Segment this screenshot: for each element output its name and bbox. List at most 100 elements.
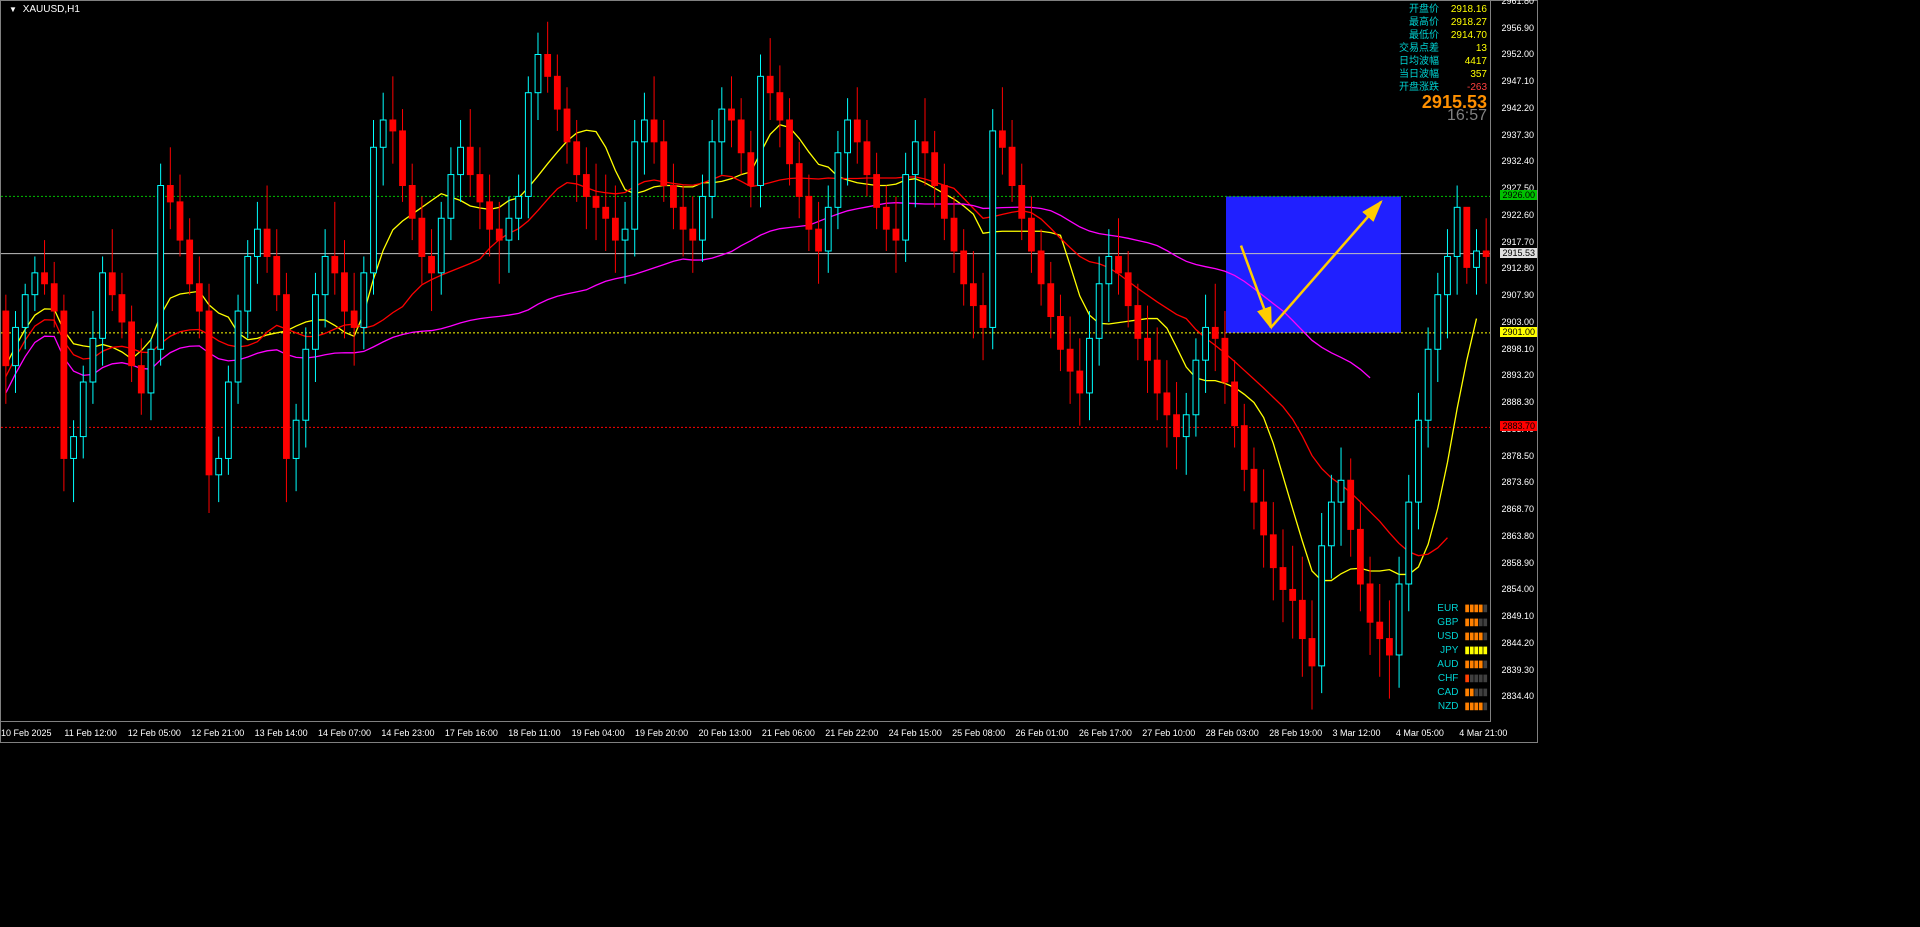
info-row: 最低价2914.70 xyxy=(1399,29,1487,42)
candle-body xyxy=(941,186,947,219)
candle-body xyxy=(1154,360,1160,393)
candle-body xyxy=(700,196,706,240)
candle-body xyxy=(361,273,367,328)
candle-body xyxy=(1299,600,1305,638)
candle-body xyxy=(593,196,599,207)
candle-body xyxy=(1145,338,1151,360)
time-tick: 11 Feb 12:00 xyxy=(64,728,116,738)
price-tick: 2888.30 xyxy=(1501,397,1534,407)
candle-body xyxy=(632,142,638,229)
time-tick: 18 Feb 11:00 xyxy=(508,728,560,738)
candle-body xyxy=(264,229,270,256)
candle-body xyxy=(1396,584,1402,655)
time-tick: 20 Feb 13:00 xyxy=(698,728,751,738)
price-tick: 2907.90 xyxy=(1501,290,1534,300)
candle-body xyxy=(138,366,144,393)
candle-body xyxy=(738,120,744,153)
time-tick: 27 Feb 10:00 xyxy=(1142,728,1195,738)
candle-body xyxy=(835,153,841,208)
candle-body xyxy=(496,229,502,240)
candle-body xyxy=(980,306,986,328)
price-tick: 2863.80 xyxy=(1501,531,1534,541)
candle-body xyxy=(574,142,580,175)
time-tick: 17 Feb 16:00 xyxy=(445,728,498,738)
candle-body xyxy=(1241,426,1247,470)
price-level-tag: 2926.00 xyxy=(1500,190,1537,200)
candle-body xyxy=(1357,529,1363,584)
candle-body xyxy=(438,218,444,273)
candle-body xyxy=(1483,251,1489,256)
candle-body xyxy=(1135,306,1141,339)
candle-body xyxy=(506,218,512,240)
candle-body xyxy=(690,229,696,240)
price-tick: 2952.00 xyxy=(1501,49,1534,59)
candle-body xyxy=(1367,584,1373,622)
candle-body xyxy=(709,142,715,197)
candle-body xyxy=(758,76,764,185)
time-tick: 25 Feb 08:00 xyxy=(952,728,1005,738)
candle-body xyxy=(235,311,241,382)
candle-body xyxy=(583,175,589,197)
strength-row: AUD▮▮▮▮▮ xyxy=(1437,658,1487,672)
candle-body xyxy=(61,311,67,458)
candle-body xyxy=(245,256,251,311)
candle-body xyxy=(1290,589,1296,600)
candle-body xyxy=(970,284,976,306)
candle-body xyxy=(332,256,338,272)
time-tick: 26 Feb 17:00 xyxy=(1079,728,1132,738)
moving-average xyxy=(6,125,1477,581)
candle-body xyxy=(148,349,154,393)
candle-body xyxy=(554,76,560,109)
symbol-title: ▼ XAUUSD,H1 xyxy=(9,4,80,15)
candle-body xyxy=(1029,218,1035,251)
price-axis: 2961.802956.902952.002947.102942.202937.… xyxy=(1490,1,1537,721)
candle-body xyxy=(477,175,483,202)
chart-container: ▼ XAUUSD,H1 开盘价2918.16最高价2918.27最低价2914.… xyxy=(0,0,1538,743)
time-tick: 4 Mar 21:00 xyxy=(1459,728,1507,738)
candle-body xyxy=(932,153,938,186)
price-tick: 2849.10 xyxy=(1501,611,1534,621)
candle-body xyxy=(903,175,909,241)
candle-body xyxy=(1009,147,1015,185)
candle-body xyxy=(1464,207,1470,267)
dropdown-icon[interactable]: ▼ xyxy=(9,5,17,14)
candle-body xyxy=(1435,295,1441,350)
candle-body xyxy=(1280,568,1286,590)
candle-body xyxy=(380,120,386,147)
candle-body xyxy=(777,93,783,120)
price-tick: 2834.40 xyxy=(1501,691,1534,701)
candle-body xyxy=(187,240,193,284)
candle-body xyxy=(313,295,319,350)
candle-body xyxy=(806,196,812,229)
candle-body xyxy=(1038,251,1044,284)
candle-body xyxy=(429,256,435,272)
time-tick: 13 Feb 14:00 xyxy=(255,728,308,738)
candle-body xyxy=(1096,284,1102,339)
price-tick: 2903.00 xyxy=(1501,317,1534,327)
candle-body xyxy=(864,142,870,175)
candle-body xyxy=(671,186,677,208)
candle-body xyxy=(71,437,77,459)
candle-body xyxy=(1183,415,1189,437)
candle-body xyxy=(622,229,628,240)
candle-body xyxy=(1174,415,1180,437)
chart-plot-area[interactable] xyxy=(1,1,1491,721)
candle-body xyxy=(1338,480,1344,502)
strength-row: CHF▮▮▮▮▮ xyxy=(1437,672,1487,686)
candle-body xyxy=(1058,317,1064,350)
candle-body xyxy=(274,256,280,294)
time-tick: 21 Feb 06:00 xyxy=(762,728,815,738)
price-tick: 2961.80 xyxy=(1501,0,1534,6)
candle-body xyxy=(119,295,125,322)
candle-body xyxy=(845,120,851,153)
price-tick: 2893.20 xyxy=(1501,370,1534,380)
strength-row: NZD▮▮▮▮▮ xyxy=(1437,700,1487,714)
candle-body xyxy=(216,458,222,474)
price-tick: 2932.40 xyxy=(1501,156,1534,166)
candle-body xyxy=(22,295,28,328)
strength-row: CAD▮▮▮▮▮ xyxy=(1437,686,1487,700)
candle-body xyxy=(1387,639,1393,655)
candle-body xyxy=(13,327,19,365)
price-tick: 2942.20 xyxy=(1501,103,1534,113)
candle-body xyxy=(545,54,551,76)
